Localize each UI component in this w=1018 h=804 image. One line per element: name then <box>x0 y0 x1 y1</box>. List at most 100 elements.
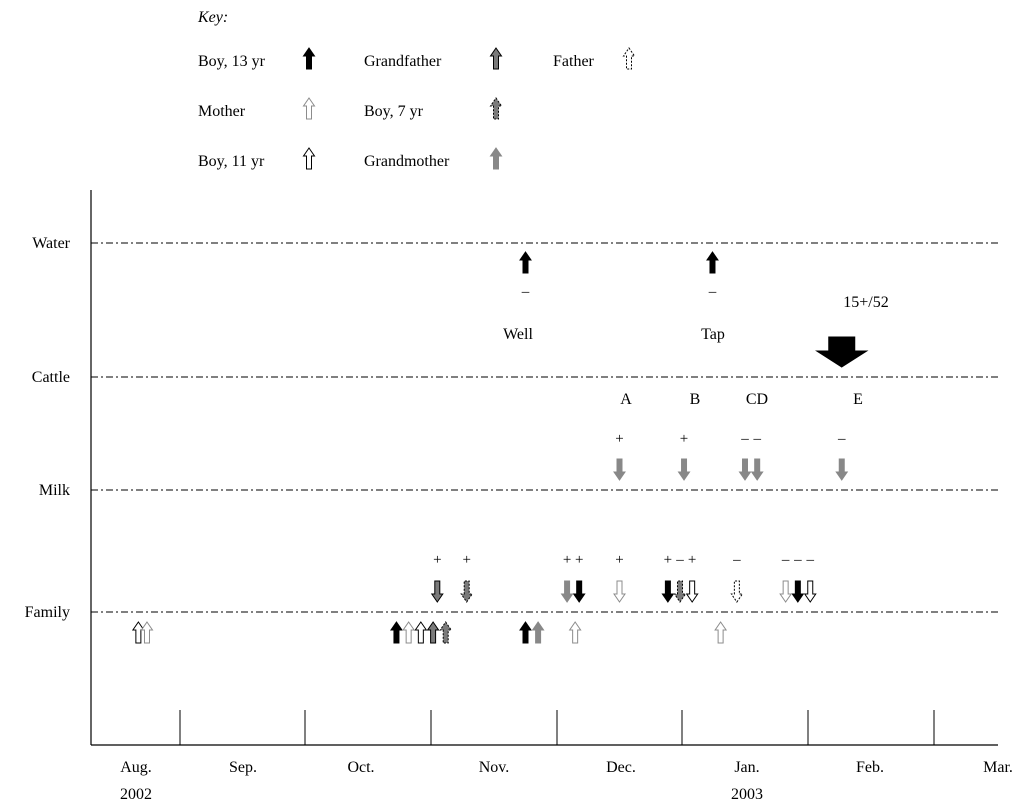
arrow-grandfather-down <box>430 580 444 603</box>
event-family-boy11-down: + <box>685 552 699 603</box>
arrow-grandmother-down <box>677 458 691 481</box>
event-family-boy13-down: + <box>572 552 586 603</box>
event-family-boy11-up <box>131 621 145 644</box>
month-label-oct: Oct. <box>347 759 374 776</box>
event-sign: – <box>740 431 749 447</box>
event-arrows: – –+ + – – –+ + + + + + – + – – – – <box>131 251 869 644</box>
arrow-boy7-down <box>673 580 687 603</box>
arrow-boy13-down <box>661 580 675 603</box>
arrow-boy13-up <box>519 621 532 644</box>
key-arrow-mother <box>302 97 316 120</box>
month-label-sep: Sep. <box>229 759 257 776</box>
milk-label-e: E <box>853 391 863 408</box>
key-arrow-boy11 <box>302 147 316 170</box>
arrow-boy13-down <box>572 580 586 603</box>
key-arrow-father <box>622 47 636 70</box>
month-label-feb: Feb. <box>856 759 884 776</box>
event-sign: + <box>563 552 571 568</box>
month-separators <box>179 710 935 745</box>
arrow-boy11-down <box>685 580 699 603</box>
event-sign: – <box>781 552 790 568</box>
month-labels: Aug. Sep. Oct. Nov. Dec. Jan. Feb. Mar. … <box>120 759 1013 803</box>
key-label-grandmother: Grandmother <box>364 153 450 170</box>
event-sign: + <box>433 552 441 568</box>
event-family-mother-down: – <box>779 552 793 603</box>
event-sign: – <box>732 552 741 568</box>
annotation-cattle-count: 15+/52 <box>843 294 888 311</box>
month-label-dec: Dec. <box>606 759 636 776</box>
event-milk-grandmother-down: – <box>750 431 764 481</box>
row-label-cattle: Cattle <box>32 369 70 386</box>
event-family-grandfather-down: + <box>430 552 444 603</box>
key-label-grandfather: Grandfather <box>364 53 442 70</box>
arrow-boy11-down <box>803 580 817 603</box>
event-family-mother-up <box>402 621 416 644</box>
event-sign: – <box>708 284 717 300</box>
arrow-boy13-down <box>791 580 805 603</box>
arrow-grandmother-down <box>738 458 752 481</box>
event-family-boy7-up <box>439 621 453 644</box>
key-label-father: Father <box>553 53 595 70</box>
key-label-boy11: Boy, 11 yr <box>198 153 265 170</box>
key-arrow-boy11-shape <box>302 147 316 170</box>
arrow-mother-up <box>140 621 154 644</box>
arrow-mother-up <box>568 621 582 644</box>
month-label-nov: Nov. <box>479 759 510 776</box>
arrow-mother-down <box>613 580 626 603</box>
event-family-mother-up <box>140 621 154 644</box>
event-sign: + <box>462 552 470 568</box>
event-milk-grandmother-down: + <box>677 431 691 481</box>
row-guides <box>91 242 998 613</box>
event-water-boy13-up: – <box>519 251 532 300</box>
month-label-aug: Aug. <box>120 759 152 776</box>
key-legend: Key: Boy, 13 yr Grandfather Father Mothe… <box>197 9 636 170</box>
arrow-grandmother-up <box>531 621 545 644</box>
event-sign: + <box>680 431 688 447</box>
cattle-big-arrow <box>815 336 869 368</box>
month-label-mar: Mar. <box>983 759 1013 776</box>
annotations: Well Tap 15+/52 A B CD E <box>503 294 889 408</box>
arrow-mother-up <box>402 621 416 644</box>
event-family-boy13-down: – <box>791 552 805 603</box>
annotation-tap: Tap <box>701 326 725 343</box>
event-family-mother-up <box>568 621 582 644</box>
event-sign: + <box>615 552 623 568</box>
event-sign: + <box>688 552 696 568</box>
arrow-boy7-down <box>460 580 474 603</box>
row-labels: Water Cattle Milk Family <box>25 235 71 621</box>
event-family-grandmother-up <box>531 621 545 644</box>
event-family-boy13-up <box>390 621 403 644</box>
key-arrow-grandfather <box>489 47 503 70</box>
key-label-boy13: Boy, 13 yr <box>198 53 266 70</box>
event-family-boy7-down: + <box>460 552 474 603</box>
arrow-father-down <box>730 580 744 603</box>
event-family-grandmother-down: + <box>560 552 574 603</box>
row-label-family: Family <box>25 604 70 621</box>
key-label-boy7: Boy, 7 yr <box>364 103 424 120</box>
key-arrow-boy7-shape <box>489 97 503 120</box>
event-sign: – <box>806 552 815 568</box>
event-sign: + <box>575 552 583 568</box>
event-family-boy13-down: + <box>661 552 675 603</box>
row-label-water: Water <box>32 235 70 252</box>
event-sign: – <box>521 284 530 300</box>
event-family-father-down: – <box>730 552 744 603</box>
key-arrow-mother-shape <box>302 97 316 120</box>
event-water-boy13-up: – <box>706 251 719 300</box>
key-arrow-father-shape <box>622 47 636 70</box>
key-label-mother: Mother <box>198 103 246 120</box>
event-family-boy11-up <box>414 621 428 644</box>
arrow-boy11-up <box>131 621 145 644</box>
event-family-mother-down: + <box>613 552 626 603</box>
row-label-milk: Milk <box>39 482 70 499</box>
key-arrow-grandmother-shape <box>489 147 503 170</box>
event-sign: – <box>793 552 802 568</box>
key-arrow-grandfather-shape <box>489 47 503 70</box>
arrow-boy13-up <box>390 621 403 644</box>
event-sign: – <box>752 431 761 447</box>
milk-label-cd: CD <box>746 391 768 408</box>
year-label-2002: 2002 <box>120 786 152 803</box>
key-title: Key: <box>197 9 228 26</box>
arrow-grandmother-down <box>750 458 764 481</box>
